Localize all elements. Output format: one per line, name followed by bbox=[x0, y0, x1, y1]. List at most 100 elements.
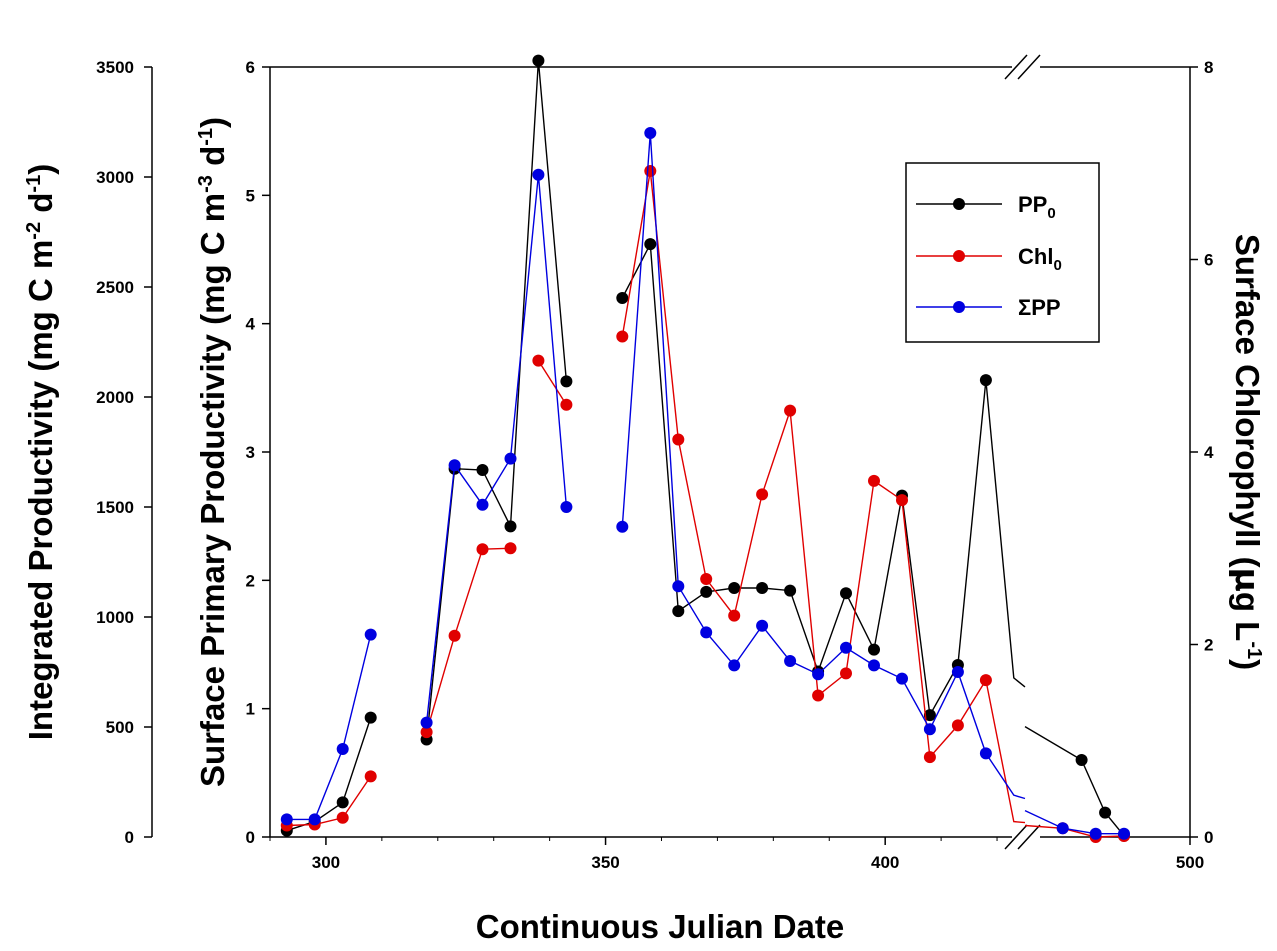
data-point-pp0 bbox=[364, 711, 377, 724]
series-line-pp0 bbox=[286, 717, 372, 832]
series-line-sumpp bbox=[286, 634, 372, 821]
series-sumpp bbox=[280, 127, 1130, 840]
data-point-sumpp bbox=[700, 626, 713, 639]
axis-ticks: 300 350 400 5000500100015002000250030003500… bbox=[96, 58, 1214, 872]
x-tick-label: 400 bbox=[871, 853, 899, 872]
integrated-tick-label: 2500 bbox=[96, 278, 134, 297]
series-lines bbox=[280, 54, 1130, 843]
data-point-chl0 bbox=[812, 689, 825, 702]
series-line-chl0 bbox=[1024, 824, 1125, 838]
data-point-pp0 bbox=[672, 605, 685, 618]
data-point-sumpp bbox=[616, 520, 629, 533]
data-point-pp0 bbox=[868, 643, 880, 656]
chlorophyll-tick-label: 0 bbox=[1204, 828, 1213, 847]
data-point-sumpp bbox=[364, 628, 377, 641]
data-point-chl0 bbox=[896, 494, 908, 507]
surface-pp-tick-label: 6 bbox=[246, 58, 255, 77]
data-point-chl0 bbox=[728, 609, 741, 622]
data-point-pp0 bbox=[756, 582, 769, 594]
data-point-pp0 bbox=[923, 709, 936, 722]
data-point-pp0 bbox=[784, 584, 797, 597]
data-point-sumpp bbox=[1056, 822, 1069, 835]
data-point-sumpp bbox=[896, 672, 908, 685]
integrated-tick-label: 3500 bbox=[96, 58, 134, 77]
data-point-chl0 bbox=[504, 542, 517, 555]
data-point-sumpp bbox=[812, 668, 825, 681]
surface-pp-tick-label: 1 bbox=[246, 700, 255, 719]
data-point-pp0 bbox=[616, 292, 629, 304]
integrated-tick-label: 500 bbox=[106, 718, 134, 737]
axis-break-mark bbox=[1017, 54, 1041, 80]
data-point-chl0 bbox=[476, 543, 489, 556]
x-tick-label: 350 bbox=[591, 853, 619, 872]
data-point-sumpp bbox=[532, 168, 545, 181]
integrated-tick-label: 1500 bbox=[96, 498, 134, 517]
integrated-tick-label: 3000 bbox=[96, 168, 134, 187]
data-point-sumpp bbox=[448, 459, 461, 472]
x-tick-label: 500 bbox=[1176, 853, 1204, 872]
chlorophyll-tick-label: 6 bbox=[1204, 251, 1213, 270]
surface-pp-tick-label: 4 bbox=[246, 315, 256, 334]
series-line-chl0 bbox=[425, 547, 511, 733]
data-point-chl0 bbox=[644, 165, 657, 177]
axis-titles: Continuous Julian Date Integrated Produc… bbox=[22, 117, 1267, 945]
data-point-chl0 bbox=[616, 330, 629, 343]
data-point-sumpp bbox=[951, 666, 964, 678]
series-pp0 bbox=[280, 54, 1130, 842]
surface-pp-tick-label: 3 bbox=[246, 443, 255, 462]
axis-break-mark bbox=[1017, 824, 1041, 850]
data-point-chl0 bbox=[448, 629, 461, 642]
data-point-pp0 bbox=[1099, 806, 1112, 819]
data-point-sumpp bbox=[868, 659, 880, 672]
data-point-sumpp bbox=[476, 498, 489, 511]
data-point-chl0 bbox=[923, 751, 936, 764]
data-point-sumpp bbox=[504, 452, 517, 465]
data-point-sumpp bbox=[308, 813, 321, 826]
data-point-chl0 bbox=[420, 726, 433, 739]
data-point-chl0 bbox=[756, 488, 769, 501]
data-point-chl0 bbox=[336, 811, 349, 824]
data-point-sumpp bbox=[1118, 827, 1130, 840]
data-point-sumpp bbox=[756, 619, 769, 632]
data-point-chl0 bbox=[868, 474, 880, 487]
axis-break-mark bbox=[1004, 824, 1028, 850]
data-point-pp0 bbox=[979, 374, 992, 387]
data-point-pp0 bbox=[504, 520, 517, 533]
data-point-chl0 bbox=[532, 354, 545, 367]
x-axis-title: Continuous Julian Date bbox=[476, 908, 845, 945]
data-point-sumpp bbox=[979, 747, 992, 760]
y-axis-title-surface-pp: Surface Primary Productivity (mg C m-3 d… bbox=[194, 117, 231, 787]
y-axis-title-integrated: Integrated Productivity (mg C m-2 d-1) bbox=[22, 164, 59, 740]
data-point-pp0 bbox=[1075, 754, 1088, 766]
legend-box bbox=[905, 162, 1100, 343]
series-line-chl0 bbox=[537, 360, 567, 406]
data-point-sumpp bbox=[644, 127, 657, 139]
data-point-pp0 bbox=[644, 238, 657, 251]
data-point-sumpp bbox=[923, 723, 936, 736]
series-line-sumpp bbox=[425, 174, 568, 723]
data-point-chl0 bbox=[560, 398, 573, 411]
data-point-sumpp bbox=[420, 716, 433, 729]
series-line-pp0 bbox=[425, 60, 568, 740]
x-tick-label: 300 bbox=[312, 853, 340, 872]
y-axis-title-chlorophyll: Surface Chlorophyll (μg L-1) bbox=[1228, 234, 1267, 670]
chlorophyll-tick-label: 2 bbox=[1204, 636, 1213, 655]
integrated-tick-label: 0 bbox=[125, 828, 134, 847]
data-point-pp0 bbox=[840, 587, 852, 600]
data-point-sumpp bbox=[840, 641, 852, 654]
data-point-pp0 bbox=[560, 375, 573, 388]
data-point-chl0 bbox=[700, 573, 713, 585]
data-point-pp0 bbox=[532, 54, 545, 67]
legend-marker bbox=[953, 198, 965, 210]
data-point-chl0 bbox=[364, 770, 377, 783]
data-point-pp0 bbox=[700, 585, 713, 598]
series-line-sumpp bbox=[1024, 809, 1124, 835]
data-point-chl0 bbox=[784, 404, 797, 417]
integrated-tick-label: 2000 bbox=[96, 388, 134, 407]
data-point-sumpp bbox=[728, 659, 741, 672]
series-line-chl0 bbox=[286, 776, 372, 827]
data-point-chl0 bbox=[840, 667, 852, 680]
legend-label: ΣPP bbox=[1018, 295, 1061, 320]
data-point-sumpp bbox=[336, 743, 349, 755]
